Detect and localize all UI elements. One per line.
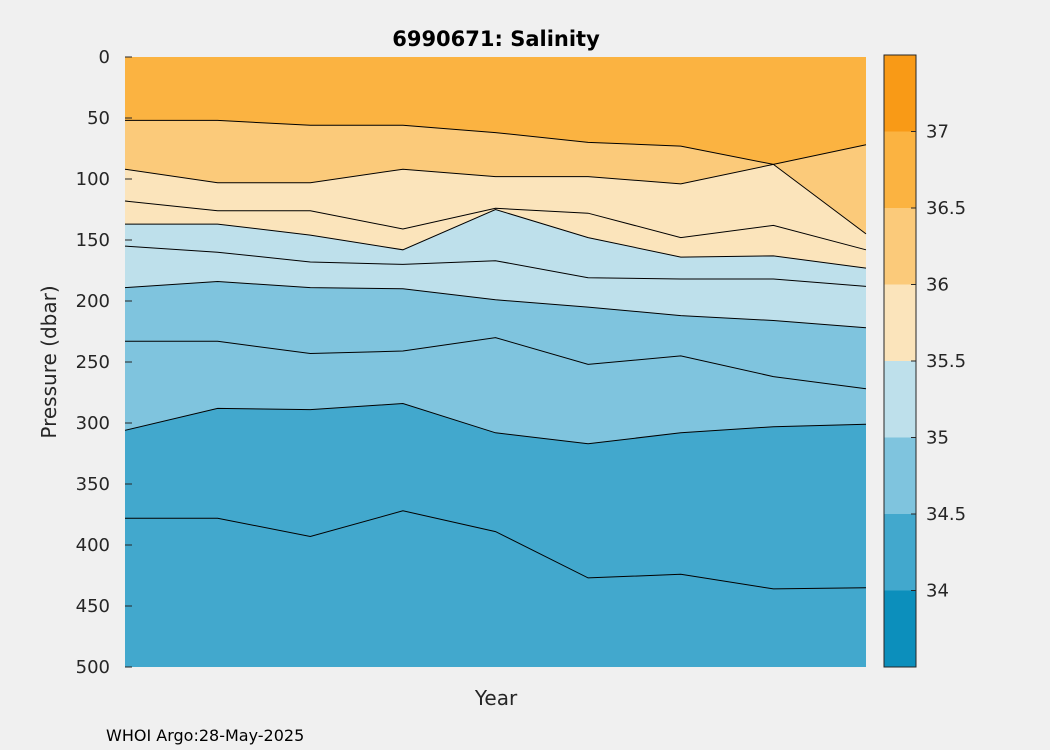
- colorbar-band: [884, 361, 916, 438]
- contour-line-4: [124, 245, 867, 287]
- contour-line-8: [125, 510, 867, 590]
- y-axis-label: Pressure (dbar): [37, 285, 61, 438]
- y-tick-label: 0: [99, 47, 110, 68]
- footer-credit: WHOI Argo:28-May-2025: [106, 726, 304, 745]
- contour-line-3: [125, 208, 867, 269]
- y-tick-label: 300: [76, 413, 110, 434]
- y-tick-label: 250: [76, 352, 110, 373]
- colorbar-tick-label: 34: [926, 581, 949, 602]
- chart-title: 6990671: Salinity: [392, 27, 600, 51]
- contour-line-6: [125, 337, 867, 390]
- contour-line-5: [124, 280, 867, 329]
- colorbar: [883, 54, 917, 668]
- colorbar-tick-label: 35.5: [926, 351, 966, 372]
- y-tick-label: 150: [76, 230, 110, 251]
- colorbar-band: [884, 208, 916, 285]
- y-tick-label: 500: [76, 657, 110, 678]
- y-axis: 0 50 100 150 200 250 300 350 400 450 500: [76, 47, 132, 678]
- colorbar-tick-label: 36: [926, 275, 949, 296]
- colorbar-band: [884, 590, 916, 667]
- colorbar-band: [884, 131, 916, 208]
- colorbar-band: [884, 284, 916, 361]
- y-tick-label: 400: [76, 535, 110, 556]
- contour-line-7: [124, 402, 867, 445]
- y-tick-label: 350: [76, 474, 110, 495]
- contour-line-2: [124, 200, 867, 251]
- colorbar-tick-label: 37: [926, 122, 949, 143]
- x-axis-label: Year: [474, 686, 518, 710]
- colorbar-band: [884, 55, 916, 132]
- contour-fill-8: [125, 510, 866, 667]
- colorbar-band: [884, 514, 916, 591]
- colorbar-tick-label: 34.5: [926, 504, 966, 525]
- colorbar-band: [884, 437, 916, 514]
- y-tick-label: 450: [76, 596, 110, 617]
- y-tick-label: 100: [76, 169, 110, 190]
- y-tick-label: 50: [87, 108, 110, 129]
- contour-line-0: [125, 119, 867, 165]
- contour-line-1: [124, 163, 867, 235]
- colorbar-tick-label: 36.5: [926, 198, 966, 219]
- y-tick-label: 200: [76, 291, 110, 312]
- plot-area: [124, 57, 867, 667]
- colorbar-tick-label: 35: [926, 428, 949, 449]
- colorbar-ticks: 34 34.5 35 35.5 36 36.5 37: [911, 122, 966, 602]
